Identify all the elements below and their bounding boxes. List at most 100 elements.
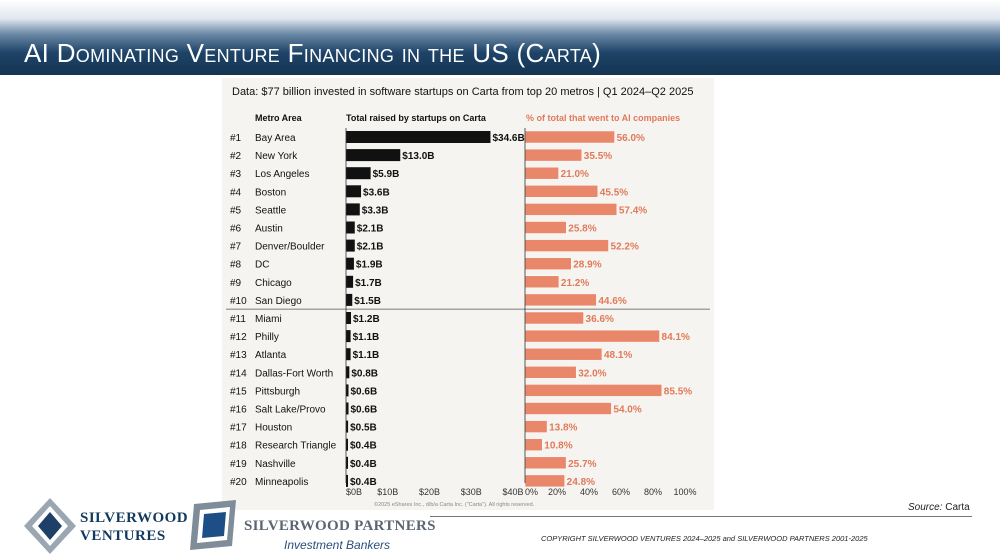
partners-logo-line2: Investment Bankers (284, 538, 391, 552)
ai-share-value-label: 13.8% (549, 423, 577, 434)
row-metro-label: Nashville (255, 459, 296, 470)
chart-container: Data: $77 billion invested in software s… (222, 78, 714, 510)
row-rank: #9 (230, 278, 242, 289)
ai-share-bar (524, 329, 660, 343)
row-metro-label: Minneapolis (255, 477, 308, 488)
total-bar (346, 293, 353, 306)
ai-axis-tick: 80% (644, 487, 662, 497)
partners-logo-line1: SILVERWOOD PARTNERS (244, 518, 436, 534)
total-value-label: $1.7B (355, 278, 382, 289)
ai-share-bar (524, 438, 543, 451)
row-metro-label: New York (255, 151, 298, 162)
source-note: Source: Carta (908, 502, 970, 513)
total-value-label: $1.1B (353, 350, 380, 361)
total-bar (346, 312, 352, 324)
ai-share-bar (524, 166, 559, 180)
row-rank: #11 (230, 314, 246, 325)
chart-title: Data: $77 billion invested in software s… (232, 86, 693, 98)
total-bar (346, 348, 351, 361)
row-metro-label: Miami (255, 314, 282, 325)
total-value-label: $1.2B (353, 314, 380, 325)
ai-share-bar (524, 311, 584, 325)
total-value-label: $0.4B (350, 459, 377, 470)
ai-share-bar (524, 185, 599, 198)
total-bar (346, 330, 351, 343)
ai-share-bar (524, 347, 603, 361)
ai-share-bar (524, 148, 583, 162)
row-rank: #8 (230, 260, 242, 271)
row-rank: #10 (230, 296, 247, 307)
row-rank: #6 (230, 224, 242, 235)
ai-share-value-label: 48.1% (604, 350, 632, 361)
row-metro-label: Pittsburgh (255, 386, 300, 397)
total-bar (346, 167, 371, 180)
row-rank: #20 (230, 477, 247, 488)
row-metro-label: Dallas-Fort Worth (255, 368, 333, 379)
total-axis-tick: $40B (502, 487, 523, 497)
total-value-label: $1.1B (353, 332, 380, 343)
total-bar (346, 474, 348, 487)
total-bar (346, 456, 348, 469)
row-rank: #18 (230, 441, 247, 452)
ai-axis-tick: 60% (612, 487, 630, 497)
total-value-label: $34.6B (492, 133, 524, 144)
ai-share-bar (524, 275, 560, 289)
title-rest: ominating Venture Financing in the US (C… (75, 38, 602, 68)
total-value-label: $2.1B (357, 242, 384, 253)
row-metro-label: DC (255, 260, 269, 271)
ai-share-value-label: 28.9% (573, 260, 601, 271)
total-bar (346, 203, 360, 216)
title-prefix: AI D (24, 38, 76, 68)
row-rank: #2 (230, 151, 242, 162)
ventures-logo-line2: VENTURES (80, 528, 166, 544)
ai-axis-tick: 0% (525, 487, 538, 497)
row-metro-label: Bay Area (255, 133, 296, 144)
row-rank: #1 (230, 133, 242, 144)
total-value-label: $0.5B (350, 423, 377, 434)
row-rank: #12 (230, 332, 247, 343)
ai-share-bar (524, 456, 567, 470)
total-value-label: $3.6B (363, 187, 390, 198)
total-bar (346, 239, 355, 252)
silverwood-ventures-logo-icon (24, 498, 76, 554)
row-metro-label: Atlanta (255, 350, 287, 361)
row-metro-label: Los Angeles (255, 169, 310, 180)
total-axis-tick: $30B (461, 487, 482, 497)
ai-share-bar (524, 203, 618, 216)
total-value-label: $0.4B (350, 441, 377, 452)
ai-share-bar (524, 239, 609, 252)
ai-share-value-label: 44.6% (598, 296, 626, 307)
row-metro-label: Denver/Boulder (255, 242, 325, 253)
row-metro-label: Philly (255, 332, 279, 343)
ai-share-bar (524, 420, 548, 433)
row-metro-label: San Diego (255, 296, 302, 307)
row-rank: #13 (230, 350, 247, 361)
row-metro-label: Boston (255, 187, 286, 198)
ai-share-value-label: 57.4% (619, 205, 647, 216)
total-bar (346, 420, 349, 433)
ai-share-value-label: 84.1% (662, 332, 690, 343)
total-bar (346, 275, 354, 288)
total-value-label: $1.5B (354, 296, 381, 307)
copyright-text: COPYRIGHT SILVERWOOD VENTURES 2024–2025 … (541, 534, 868, 543)
row-metro-label: Chicago (255, 278, 292, 289)
ai-share-bar (524, 221, 567, 234)
ai-share-bar (524, 257, 572, 270)
ai-share-bar (524, 402, 612, 415)
row-metro-label: Austin (255, 224, 283, 235)
total-bar (346, 438, 348, 451)
total-axis-tick: $10B (377, 487, 398, 497)
total-bar (346, 131, 491, 143)
ai-axis-tick: 20% (548, 487, 566, 497)
row-rank: #3 (230, 169, 242, 180)
ai-share-value-label: 56.0% (617, 133, 645, 144)
row-rank: #7 (230, 242, 242, 253)
ventures-logo-line1: SILVERWOOD (80, 510, 189, 526)
total-bar (346, 185, 362, 198)
ai-share-value-label: 85.5% (664, 386, 692, 397)
row-metro-label: Salt Lake/Provo (255, 405, 326, 416)
total-bar (346, 257, 354, 270)
ai-share-value-label: 35.5% (584, 151, 612, 162)
ai-share-value-label: 10.8% (544, 441, 572, 452)
row-rank: #16 (230, 405, 247, 416)
